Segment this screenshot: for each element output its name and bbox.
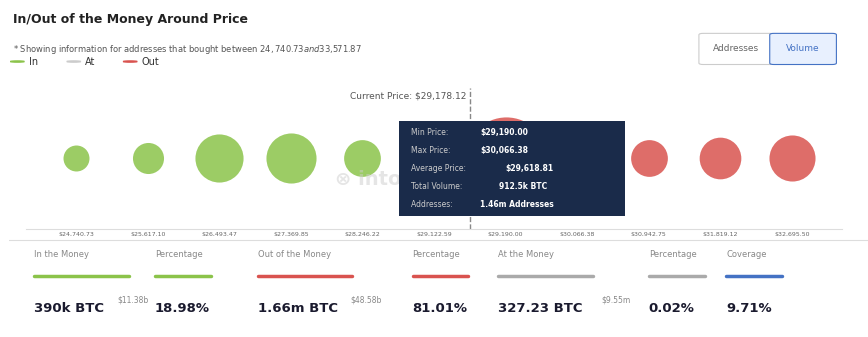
Text: In: In	[29, 57, 38, 66]
Text: 1.46m Addresses: 1.46m Addresses	[480, 200, 554, 209]
FancyBboxPatch shape	[770, 33, 837, 64]
Circle shape	[67, 61, 81, 62]
Point	[141, 156, 155, 161]
Point	[284, 156, 298, 161]
Text: Min Price:: Min Price:	[411, 128, 450, 137]
Text: Percentage: Percentage	[412, 250, 460, 259]
Point	[213, 156, 227, 161]
Text: $30,066.38: $30,066.38	[480, 146, 528, 155]
Circle shape	[123, 61, 137, 62]
Text: $11.38b: $11.38b	[117, 296, 148, 305]
Text: Total Volume:: Total Volume:	[411, 182, 464, 191]
Text: * Showing information for addresses that bought between $24,740.73 and $33,571.8: * Showing information for addresses that…	[13, 43, 362, 56]
Text: 327.23 BTC: 327.23 BTC	[498, 302, 583, 315]
Text: Coverage: Coverage	[727, 250, 766, 259]
Text: ⊗ into: ⊗ into	[335, 170, 402, 189]
Text: 912.5k BTC: 912.5k BTC	[499, 182, 548, 191]
Text: 390k BTC: 390k BTC	[35, 302, 104, 315]
Point	[427, 156, 441, 161]
Text: $29,618.81: $29,618.81	[505, 164, 554, 173]
Text: At the Money: At the Money	[498, 250, 555, 259]
FancyBboxPatch shape	[699, 33, 774, 64]
Text: Percentage: Percentage	[155, 250, 202, 259]
Text: Volume: Volume	[786, 44, 820, 54]
Text: At: At	[85, 57, 95, 66]
Text: Current Price: $29,178.12: Current Price: $29,178.12	[350, 92, 466, 101]
Text: Max Price:: Max Price:	[411, 146, 452, 155]
Text: Out of the Money: Out of the Money	[258, 250, 331, 259]
Point	[356, 156, 370, 161]
Text: $48.58b: $48.58b	[351, 296, 382, 305]
Text: 81.01%: 81.01%	[412, 302, 468, 315]
Point	[69, 156, 83, 161]
Circle shape	[10, 61, 24, 62]
Text: 9.71%: 9.71%	[727, 302, 772, 315]
Point	[713, 156, 727, 161]
Text: In the Money: In the Money	[35, 250, 89, 259]
Text: 18.98%: 18.98%	[155, 302, 210, 315]
Text: Addresses: Addresses	[713, 44, 760, 54]
Text: Out: Out	[141, 57, 159, 66]
Point	[641, 156, 655, 161]
Point	[498, 156, 512, 161]
Text: 1.66m BTC: 1.66m BTC	[258, 302, 338, 315]
Text: Percentage: Percentage	[649, 250, 697, 259]
Text: In/Out of the Money Around Price: In/Out of the Money Around Price	[13, 13, 248, 26]
Text: Average Price:: Average Price:	[411, 164, 468, 173]
Text: 0.02%: 0.02%	[649, 302, 694, 315]
Text: Addresses:: Addresses:	[411, 200, 455, 209]
Text: $9.55m: $9.55m	[602, 296, 631, 305]
Point	[785, 156, 799, 161]
Point	[570, 156, 584, 161]
Text: $29,190.00: $29,190.00	[480, 128, 528, 137]
